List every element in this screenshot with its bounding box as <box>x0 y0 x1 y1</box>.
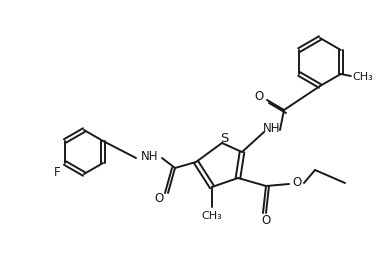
Text: NH: NH <box>141 150 159 162</box>
Text: O: O <box>292 176 301 189</box>
Text: CH₃: CH₃ <box>201 211 222 221</box>
Text: S: S <box>220 132 228 144</box>
Text: O: O <box>254 90 264 102</box>
Text: CH₃: CH₃ <box>352 72 373 82</box>
Text: NH: NH <box>263 122 281 136</box>
Text: O: O <box>261 214 270 226</box>
Text: F: F <box>54 167 60 179</box>
Text: O: O <box>154 193 163 206</box>
